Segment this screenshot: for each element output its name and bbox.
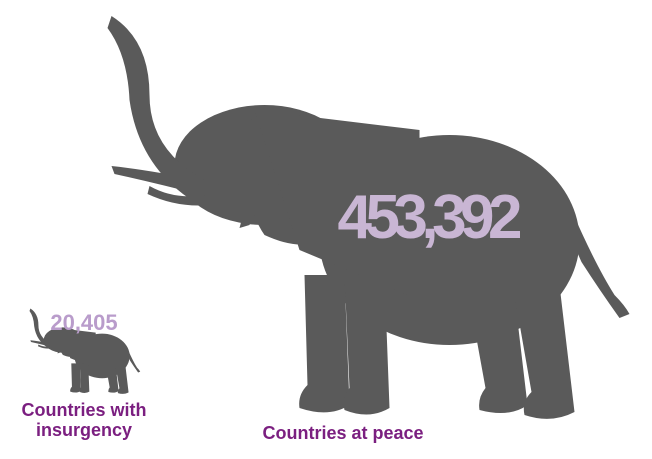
value-label-insurgency: 20,405 [50, 310, 117, 335]
value-label-peace: 453,392 [338, 183, 523, 252]
category-label-insurgency-line-1: Countries with [22, 400, 147, 420]
category-label-insurgency-line-2: insurgency [36, 420, 132, 440]
category-label-peace: Countries at peace [262, 423, 423, 443]
